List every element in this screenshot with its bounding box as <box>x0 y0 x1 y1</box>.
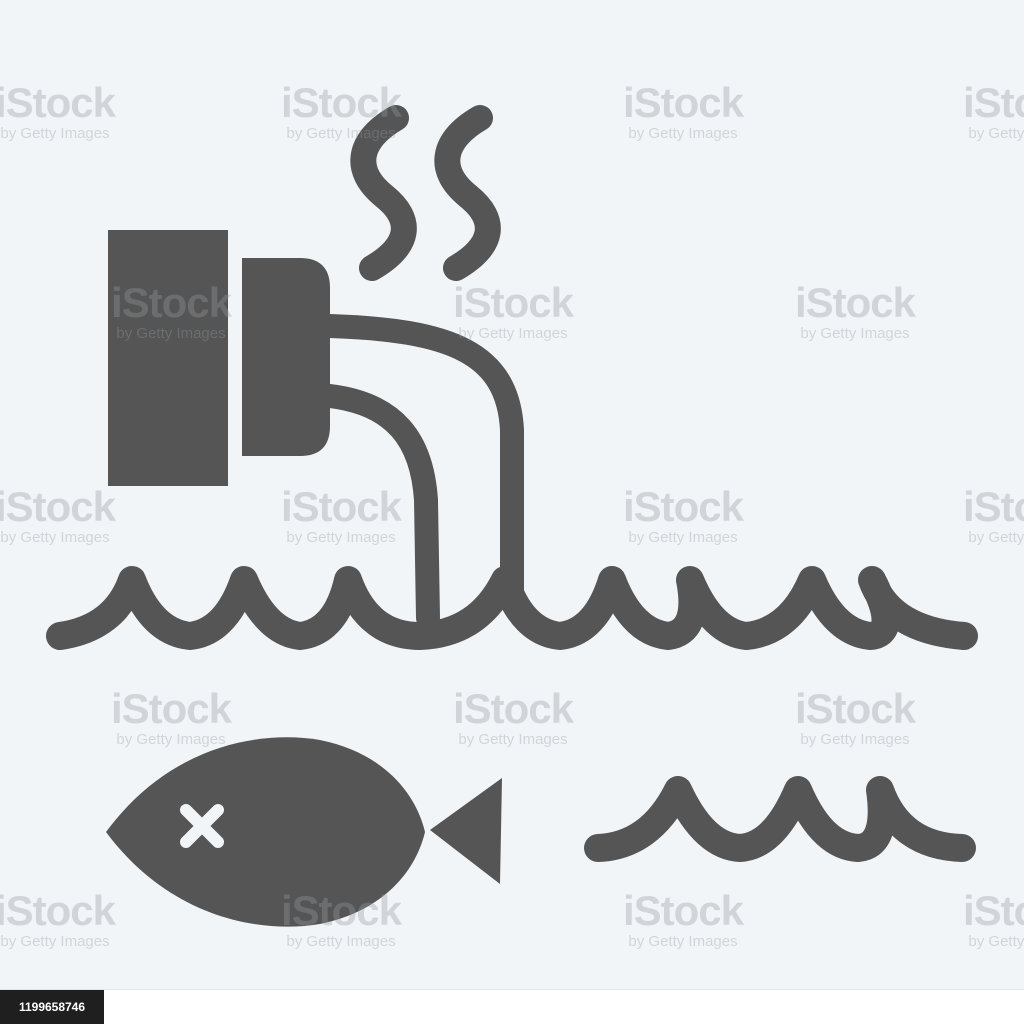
lower-water-wave <box>598 790 962 848</box>
steam-squiggle-right <box>447 118 488 268</box>
dead-fish-body <box>106 737 425 926</box>
image-id-label: 1199658746 <box>0 990 104 1024</box>
pipe-flange <box>242 258 330 456</box>
footer-bar: 1199658746 <box>0 989 1024 1024</box>
steam-squiggle-left <box>363 118 404 268</box>
upper-water-wave <box>60 580 964 636</box>
wall-block <box>108 230 228 486</box>
dead-fish-tail <box>430 778 502 884</box>
